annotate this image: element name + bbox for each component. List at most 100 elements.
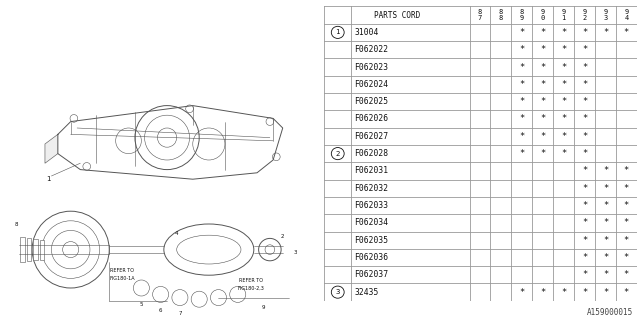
Text: *: *	[582, 270, 587, 279]
Text: *: *	[582, 253, 587, 262]
Text: *: *	[624, 201, 629, 210]
Text: F062023: F062023	[354, 62, 388, 71]
Text: F062033: F062033	[354, 201, 388, 210]
Text: *: *	[561, 288, 566, 297]
Text: 5: 5	[140, 301, 143, 307]
Text: A159000015: A159000015	[588, 308, 634, 317]
Text: *: *	[582, 115, 587, 124]
Text: F062032: F062032	[354, 184, 388, 193]
Text: 32435: 32435	[354, 288, 378, 297]
Circle shape	[259, 238, 281, 261]
Text: F062027: F062027	[354, 132, 388, 141]
Text: *: *	[519, 45, 524, 54]
Text: *: *	[519, 80, 524, 89]
Text: 1: 1	[335, 29, 340, 36]
Text: *: *	[561, 149, 566, 158]
Text: *: *	[561, 28, 566, 37]
Text: *: *	[603, 236, 608, 245]
Text: 3: 3	[335, 289, 340, 295]
Text: 9
4: 9 4	[624, 9, 628, 21]
Text: 8
8: 8 8	[499, 9, 503, 21]
Text: FIG180-2,3: FIG180-2,3	[237, 285, 264, 291]
Text: 9
1: 9 1	[561, 9, 566, 21]
Circle shape	[32, 211, 109, 288]
Polygon shape	[45, 134, 58, 163]
Circle shape	[191, 291, 207, 307]
Text: *: *	[561, 115, 566, 124]
Text: *: *	[519, 288, 524, 297]
Text: F062025: F062025	[354, 97, 388, 106]
Text: F062028: F062028	[354, 149, 388, 158]
Text: *: *	[540, 62, 545, 71]
Circle shape	[230, 286, 246, 302]
Text: *: *	[582, 132, 587, 141]
Text: *: *	[540, 80, 545, 89]
Text: 9
2: 9 2	[582, 9, 587, 21]
Polygon shape	[40, 240, 44, 260]
Text: F062035: F062035	[354, 236, 388, 245]
Text: 1: 1	[46, 176, 51, 182]
Text: *: *	[582, 97, 587, 106]
Text: *: *	[540, 288, 545, 297]
Text: *: *	[561, 62, 566, 71]
Text: *: *	[540, 28, 545, 37]
Text: FIG180-1A: FIG180-1A	[109, 276, 135, 281]
Text: F062034: F062034	[354, 218, 388, 228]
Text: *: *	[519, 62, 524, 71]
Text: *: *	[540, 97, 545, 106]
Text: *: *	[582, 288, 587, 297]
Text: *: *	[624, 270, 629, 279]
Text: REFER TO: REFER TO	[110, 268, 134, 273]
Text: 7: 7	[178, 311, 182, 316]
Circle shape	[133, 280, 149, 296]
Text: F062024: F062024	[354, 80, 388, 89]
Text: F062031: F062031	[354, 166, 388, 175]
Text: 9: 9	[262, 305, 265, 310]
Text: *: *	[624, 236, 629, 245]
Text: F062037: F062037	[354, 270, 388, 279]
Text: *: *	[603, 288, 608, 297]
Text: *: *	[624, 166, 629, 175]
Text: F062022: F062022	[354, 45, 388, 54]
Text: F062036: F062036	[354, 253, 388, 262]
Text: *: *	[582, 149, 587, 158]
Text: *: *	[624, 184, 629, 193]
Text: 31004: 31004	[354, 28, 378, 37]
Text: *: *	[582, 218, 587, 228]
Text: *: *	[603, 218, 608, 228]
Text: 2: 2	[335, 151, 340, 156]
Text: *: *	[582, 236, 587, 245]
Text: 4: 4	[175, 231, 179, 236]
Polygon shape	[20, 237, 25, 262]
Text: *: *	[624, 218, 629, 228]
Text: *: *	[624, 253, 629, 262]
Circle shape	[135, 106, 199, 170]
Text: *: *	[603, 28, 608, 37]
Circle shape	[211, 290, 227, 306]
Text: *: *	[561, 80, 566, 89]
Text: PARTS CORD: PARTS CORD	[374, 11, 420, 20]
Polygon shape	[58, 106, 283, 179]
Text: *: *	[582, 62, 587, 71]
Text: *: *	[540, 149, 545, 158]
Circle shape	[152, 286, 169, 302]
Text: *: *	[561, 132, 566, 141]
Text: *: *	[624, 28, 629, 37]
Text: 8
7: 8 7	[478, 9, 482, 21]
Circle shape	[172, 290, 188, 306]
Text: 9
0: 9 0	[541, 9, 545, 21]
Text: *: *	[603, 184, 608, 193]
Text: *: *	[519, 149, 524, 158]
Text: 3: 3	[294, 250, 298, 255]
Text: *: *	[519, 97, 524, 106]
Text: *: *	[561, 45, 566, 54]
Text: *: *	[603, 270, 608, 279]
Text: *: *	[603, 201, 608, 210]
Text: *: *	[603, 166, 608, 175]
Text: *: *	[603, 253, 608, 262]
Text: *: *	[519, 28, 524, 37]
Text: *: *	[582, 80, 587, 89]
Text: *: *	[540, 132, 545, 141]
Text: *: *	[561, 97, 566, 106]
Text: *: *	[582, 201, 587, 210]
